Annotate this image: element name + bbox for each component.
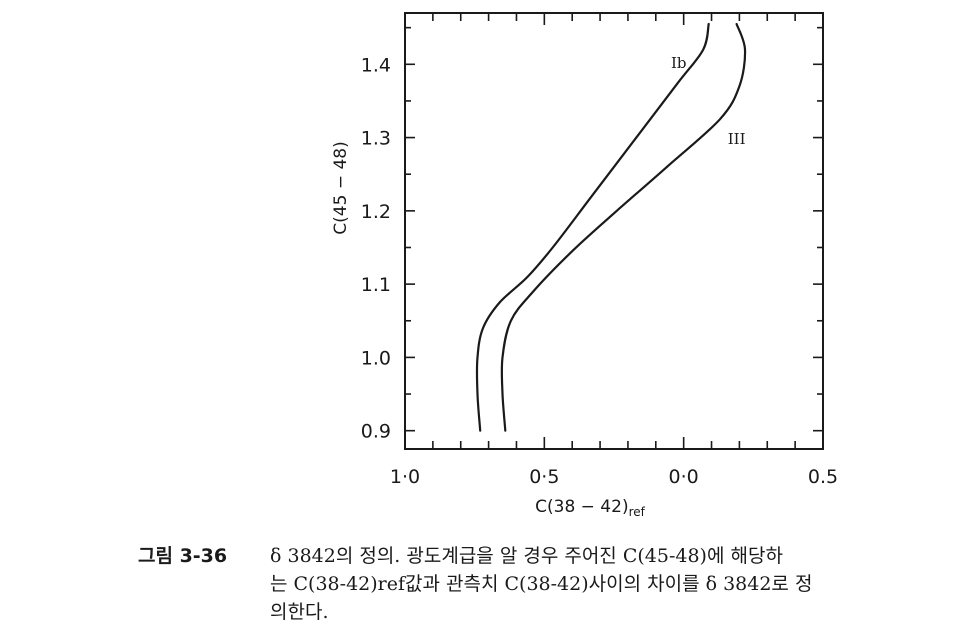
y-axis-title: C(45 − 48) xyxy=(331,141,351,234)
figure-caption: 그림 3-36 δ 3842의 정의. 광도계급을 알 경우 주어진 C(45-… xyxy=(138,542,968,627)
x-tick-label: 0.5 xyxy=(808,466,838,488)
curve-labels: Ib III xyxy=(671,54,746,148)
chart: 0.9 1.0 1.1 1.2 1.3 1.4 1·0 0·5 0·0 0.5 Ib III C(… xyxy=(331,12,838,519)
y-tick-labels: 0.9 1.0 1.1 1.2 1.3 1.4 xyxy=(361,54,391,442)
caption-line-3: 의한다. xyxy=(270,601,329,623)
y-tick-label: 1.4 xyxy=(361,54,391,76)
x-tick-label: 0·0 xyxy=(669,466,699,488)
x-tick-label: 0·5 xyxy=(529,466,559,488)
series-label-III: III xyxy=(728,130,746,148)
plot-frame xyxy=(404,12,824,450)
y-tick-label: 1.2 xyxy=(361,201,391,223)
caption-line-2: 는 C(38-42)ref값과 관측치 C(38-42)사이의 차이를 δ 38… xyxy=(270,573,813,595)
x-axis-title: C(38 − 42)ref xyxy=(535,497,646,519)
caption-line-1: δ 3842의 정의. 광도계급을 알 경우 주어진 C(45-48)에 해당하 xyxy=(270,545,783,567)
y-tick-label: 1.1 xyxy=(361,274,391,296)
y-tick-label: 1.3 xyxy=(361,128,391,150)
curves xyxy=(475,22,747,432)
tick-marks xyxy=(404,13,824,449)
y-tick-label: 1.0 xyxy=(361,347,391,369)
y-tick-label: 0.9 xyxy=(361,421,391,443)
x-tick-labels: 1·0 0·5 0·0 0.5 xyxy=(390,466,838,488)
x-tick-label: 1·0 xyxy=(390,466,420,488)
series-line-III xyxy=(500,22,747,432)
figure-number: 그림 3-36 xyxy=(138,545,228,567)
series-line-Ib xyxy=(475,22,710,432)
series-label-Ib: Ib xyxy=(671,54,687,72)
